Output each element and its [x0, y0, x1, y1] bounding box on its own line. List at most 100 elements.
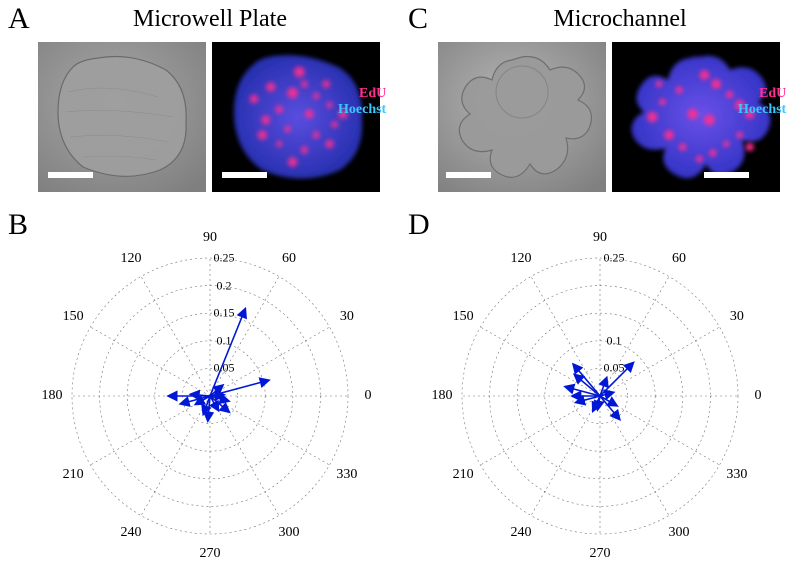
- angle-label: 210: [453, 467, 474, 483]
- polar-vector: [576, 396, 600, 402]
- spoke: [90, 396, 210, 465]
- panel-c-label: C: [408, 2, 428, 36]
- figure: A Microwell Plate C Microchannel: [0, 0, 798, 584]
- edu-spot: [709, 149, 716, 156]
- edu-spot: [659, 99, 666, 106]
- angle-label: 60: [672, 251, 686, 267]
- scalebar-icon: [222, 172, 267, 178]
- edu-spot: [687, 109, 698, 120]
- angle-label: 270: [200, 546, 221, 562]
- radial-label: 0.25: [214, 251, 235, 266]
- polar-vector: [573, 364, 600, 396]
- polar-plot-d: 03060901201501802102402703003300.050.10.…: [410, 218, 790, 578]
- edu-spot: [313, 93, 320, 100]
- edu-spot: [736, 132, 743, 139]
- edu-spot: [723, 141, 729, 147]
- edu-spot: [746, 143, 755, 152]
- edu-spot: [711, 79, 721, 89]
- edu-spot: [696, 156, 703, 163]
- panel-a-label: A: [8, 2, 30, 36]
- edu-spot: [258, 130, 268, 140]
- edu-spot: [647, 112, 658, 123]
- angle-label: 90: [203, 230, 217, 246]
- scalebar-icon: [446, 172, 491, 178]
- edu-spot: [726, 91, 733, 98]
- edu-spot: [331, 121, 338, 128]
- polar-plot-b: 03060901201501802102402703003300.050.10.…: [20, 218, 400, 578]
- edu-spot: [276, 141, 282, 147]
- edu-spot: [301, 146, 308, 153]
- edu-spot: [656, 81, 663, 88]
- cell-outline: [58, 57, 186, 177]
- angle-label: 30: [340, 309, 354, 325]
- radial-label: 0.1: [607, 333, 622, 348]
- legend-edu: EdU: [338, 86, 386, 102]
- legend-a: EdU Hoechst: [338, 86, 386, 118]
- panel-a-title: Microwell Plate: [90, 6, 330, 33]
- panel-a-brightfield: [38, 42, 206, 192]
- radial-label: 0.2: [217, 278, 232, 293]
- panel-c-title: Microchannel: [500, 6, 740, 33]
- edu-spot: [325, 140, 334, 149]
- edu-spot: [266, 82, 275, 91]
- angle-label: 240: [511, 525, 532, 541]
- angle-label: 60: [282, 251, 296, 267]
- edu-spot: [261, 115, 270, 124]
- edu-spot: [288, 157, 298, 167]
- polar-svg: [410, 218, 790, 578]
- edu-spot: [275, 106, 283, 114]
- spoke: [90, 327, 210, 396]
- spoke: [141, 396, 210, 516]
- angle-label: 270: [590, 546, 611, 562]
- legend-hoechst: Hoechst: [738, 102, 786, 118]
- edu-spot: [699, 70, 709, 80]
- edu-spot: [284, 126, 291, 133]
- panel-c-brightfield: [438, 42, 606, 192]
- edu-spot: [704, 115, 715, 126]
- polar-vector: [181, 396, 210, 404]
- polar-vector: [210, 309, 245, 396]
- angle-label: 240: [121, 525, 142, 541]
- angle-label: 150: [453, 309, 474, 325]
- edu-spot: [305, 110, 314, 119]
- edu-spot: [322, 80, 330, 88]
- radial-label: 0.15: [214, 306, 235, 321]
- cell-shape: [58, 57, 186, 177]
- spoke: [531, 396, 600, 516]
- edu-spot: [301, 81, 308, 88]
- angle-label: 0: [365, 388, 372, 404]
- spoke: [531, 276, 600, 396]
- angle-label: 180: [432, 388, 453, 404]
- angle-label: 330: [726, 467, 747, 483]
- angle-label: 90: [593, 230, 607, 246]
- angle-label: 180: [42, 388, 63, 404]
- spoke: [600, 396, 669, 516]
- radial-label: 0.25: [604, 251, 625, 266]
- angle-label: 330: [336, 467, 357, 483]
- angle-label: 150: [63, 309, 84, 325]
- spoke: [210, 396, 330, 465]
- radial-label: 0.05: [214, 361, 235, 376]
- scalebar-icon: [48, 172, 93, 178]
- edu-spot: [294, 67, 305, 78]
- legend-edu: EdU: [738, 86, 786, 102]
- spoke: [480, 327, 600, 396]
- angle-label: 300: [669, 525, 690, 541]
- legend-c: EdU Hoechst: [738, 86, 786, 118]
- angle-label: 30: [730, 309, 744, 325]
- spoke: [480, 396, 600, 465]
- spoke: [210, 396, 279, 516]
- polar-vector: [600, 396, 620, 419]
- angle-label: 120: [511, 251, 532, 267]
- radial-label: 0.1: [217, 333, 232, 348]
- radial-label: 0.05: [604, 361, 625, 376]
- polar-svg: [20, 218, 400, 578]
- spoke: [141, 276, 210, 396]
- edu-spot: [679, 143, 687, 151]
- spoke: [600, 396, 720, 465]
- edu-spot: [326, 102, 332, 108]
- edu-spot: [287, 88, 298, 99]
- edu-spot: [250, 95, 259, 104]
- legend-hoechst: Hoechst: [338, 102, 386, 118]
- edu-spot: [676, 86, 683, 93]
